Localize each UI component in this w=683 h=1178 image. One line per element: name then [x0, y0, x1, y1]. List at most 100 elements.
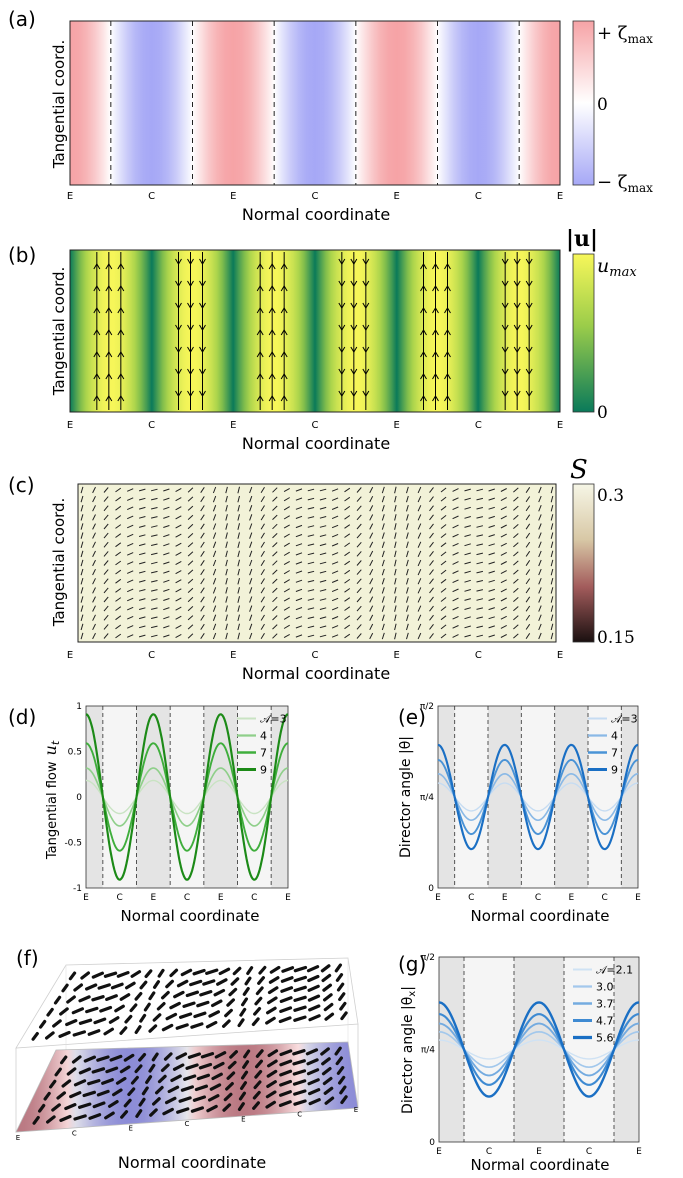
flow-arrow	[350, 324, 358, 331]
director-segment	[225, 523, 228, 530]
director-segment	[150, 625, 158, 629]
director-segment	[163, 570, 170, 574]
director-rod	[148, 1063, 156, 1073]
flow-arrow	[432, 285, 439, 292]
director-rod	[323, 993, 333, 1002]
director-segment	[163, 616, 170, 620]
director-rod	[119, 1065, 131, 1074]
director-segment	[127, 533, 134, 538]
director-segment	[187, 523, 194, 530]
director-segment	[272, 487, 278, 493]
director-segment	[115, 542, 122, 548]
director-segment	[550, 605, 554, 612]
director-rod	[173, 990, 185, 999]
director-segment	[513, 542, 519, 548]
director-rod	[176, 979, 189, 988]
director-segment	[394, 486, 397, 494]
director-rod	[163, 1052, 173, 1061]
director-segment	[369, 568, 374, 576]
flow-arrow	[105, 285, 113, 292]
director-segment	[394, 632, 397, 640]
flow-arrow	[268, 307, 276, 314]
flow-arrow	[199, 258, 206, 265]
director-segment	[440, 633, 447, 639]
flow-arrow	[350, 368, 358, 375]
director-segment	[307, 488, 315, 492]
director-rod	[180, 968, 193, 977]
director-rod	[176, 1107, 190, 1114]
director-segment	[538, 578, 542, 585]
panel-g-bands	[439, 957, 639, 1142]
director-segment	[212, 495, 217, 503]
director-segment	[307, 625, 315, 629]
director-rod	[308, 1098, 321, 1106]
xtick-label: E	[557, 191, 563, 202]
director-rod	[99, 1005, 113, 1013]
director-segment	[452, 579, 459, 584]
director-segment	[464, 543, 471, 547]
director-segment	[525, 496, 531, 503]
director-segment	[513, 533, 519, 539]
flow-arrow	[513, 302, 521, 309]
xtick-label: E	[16, 1134, 20, 1142]
flow-arrow	[117, 307, 125, 314]
flow-arrow	[362, 324, 370, 331]
director-rod	[278, 1016, 292, 1024]
director-segment	[417, 578, 422, 585]
director-segment	[175, 633, 182, 639]
ytick-label: -1	[73, 884, 82, 894]
director-segment	[103, 624, 109, 630]
flow-arrow	[175, 390, 182, 397]
director-segment	[92, 623, 96, 631]
series-line	[437, 772, 639, 822]
director-segment	[150, 634, 158, 638]
director-segment	[115, 524, 122, 529]
director-rod	[293, 1099, 307, 1106]
director-rod	[183, 1074, 197, 1081]
director-segment	[381, 605, 385, 612]
director-rod	[305, 1048, 319, 1056]
series-line	[439, 1039, 639, 1060]
director-segment	[452, 506, 459, 511]
legend-label: 𝒜=3	[611, 713, 638, 726]
director-segment	[429, 596, 434, 603]
director-segment	[260, 496, 265, 503]
director-segment	[307, 570, 315, 574]
director-segment	[260, 532, 265, 539]
director-rod	[293, 995, 307, 1003]
series-line	[85, 767, 289, 827]
director-segment	[200, 605, 205, 612]
director-rod	[340, 1011, 348, 1021]
director-segment	[200, 614, 205, 621]
director-segment	[429, 550, 434, 557]
director-segment	[513, 578, 519, 584]
director-segment	[513, 569, 519, 575]
flow-arrow	[501, 258, 509, 265]
director-segment	[344, 633, 351, 639]
director-segment	[500, 497, 507, 502]
director-rod	[213, 1061, 225, 1070]
xtick-label: C	[468, 893, 474, 903]
director-segment	[92, 523, 96, 530]
director-segment	[513, 496, 519, 502]
director-segment	[452, 497, 459, 501]
director-segment	[272, 523, 278, 530]
legend-label: 4.7	[596, 1015, 614, 1028]
director-segment	[138, 589, 146, 592]
director-rod	[77, 1102, 92, 1109]
director-segment	[488, 543, 495, 547]
director-segment	[225, 614, 228, 622]
director-rod	[323, 1086, 334, 1095]
director-segment	[103, 496, 109, 502]
director-segment	[249, 568, 253, 576]
director-rod	[73, 983, 84, 992]
director-segment	[283, 615, 290, 620]
director-segment	[295, 497, 303, 501]
ytick-label: π/4	[420, 793, 434, 803]
director-segment	[381, 550, 385, 558]
band	[614, 957, 639, 1142]
director-rod	[180, 1085, 194, 1092]
director-segment	[488, 561, 495, 565]
director-rod	[338, 1075, 346, 1085]
